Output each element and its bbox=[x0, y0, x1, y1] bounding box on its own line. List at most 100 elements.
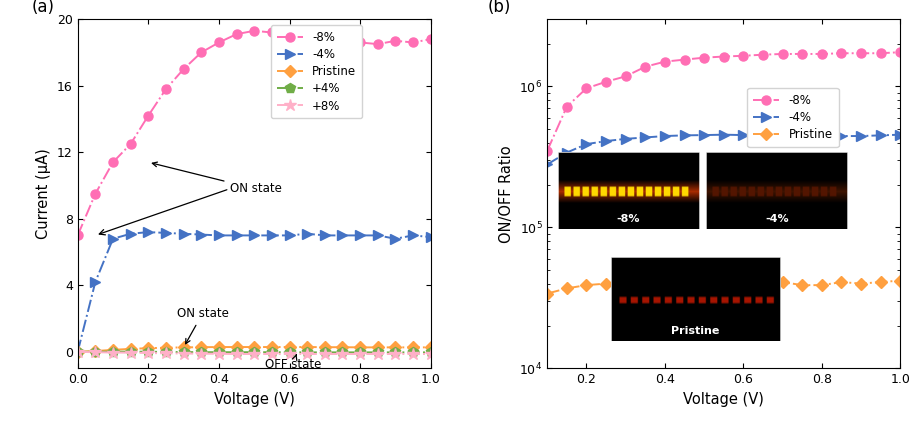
Pristine bbox=[196, 345, 207, 350]
Line: Pristine: Pristine bbox=[543, 276, 905, 298]
Pristine bbox=[249, 345, 260, 350]
+8% bbox=[214, 351, 225, 357]
Pristine bbox=[284, 345, 295, 350]
-8% bbox=[621, 74, 632, 79]
Pristine bbox=[372, 345, 383, 350]
-4% bbox=[659, 133, 670, 138]
Pristine bbox=[895, 278, 906, 283]
-4% bbox=[621, 136, 632, 141]
+4% bbox=[125, 349, 136, 354]
-8% bbox=[319, 37, 330, 42]
Pristine bbox=[355, 345, 366, 350]
Pristine bbox=[390, 345, 401, 350]
Pristine bbox=[108, 347, 119, 352]
+8% bbox=[231, 351, 242, 357]
-8% bbox=[600, 79, 611, 84]
Pristine bbox=[266, 345, 277, 350]
+8% bbox=[72, 349, 83, 354]
Pristine bbox=[178, 345, 189, 350]
-8% bbox=[178, 66, 189, 72]
Pristine bbox=[718, 279, 729, 285]
Pristine bbox=[640, 282, 651, 288]
-8% bbox=[659, 59, 670, 64]
-8% bbox=[266, 30, 277, 35]
-4% bbox=[125, 231, 136, 236]
Line: -4%: -4% bbox=[543, 130, 905, 169]
+8% bbox=[319, 351, 330, 357]
Legend: -8%, -4%, Pristine, +4%, +8%: -8%, -4%, Pristine, +4%, +8% bbox=[271, 25, 362, 118]
+4% bbox=[372, 350, 383, 355]
+4% bbox=[108, 349, 119, 354]
-4% bbox=[249, 233, 260, 238]
-8% bbox=[302, 35, 313, 40]
-4% bbox=[355, 233, 366, 238]
+8% bbox=[249, 351, 260, 357]
Pristine bbox=[143, 345, 154, 351]
+8% bbox=[90, 350, 101, 355]
X-axis label: Voltage (V): Voltage (V) bbox=[214, 392, 294, 407]
+8% bbox=[143, 351, 154, 356]
+4% bbox=[390, 350, 401, 355]
-4% bbox=[758, 132, 769, 138]
Pristine bbox=[679, 281, 690, 286]
Pristine bbox=[797, 282, 808, 288]
Line: +4%: +4% bbox=[73, 347, 436, 357]
Pristine bbox=[561, 286, 572, 291]
Pristine bbox=[758, 281, 769, 286]
-8% bbox=[161, 86, 172, 92]
-8% bbox=[876, 51, 887, 56]
+8% bbox=[390, 351, 401, 357]
-4% bbox=[895, 132, 906, 137]
+4% bbox=[214, 350, 225, 355]
Y-axis label: Current (μA): Current (μA) bbox=[37, 148, 51, 239]
-4% bbox=[266, 233, 277, 238]
+8% bbox=[337, 351, 348, 357]
Pristine bbox=[836, 279, 847, 285]
+8% bbox=[125, 350, 136, 355]
-8% bbox=[777, 52, 788, 57]
+4% bbox=[319, 350, 330, 355]
-4% bbox=[561, 150, 572, 155]
-8% bbox=[125, 141, 136, 147]
-8% bbox=[895, 49, 906, 55]
Text: ON state: ON state bbox=[153, 162, 282, 196]
+4% bbox=[284, 350, 295, 355]
Pristine bbox=[425, 345, 436, 350]
Pristine bbox=[738, 281, 749, 286]
-8% bbox=[408, 40, 419, 45]
-8% bbox=[836, 51, 847, 56]
Pristine bbox=[408, 345, 419, 350]
Legend: -8%, -4%, Pristine: -8%, -4%, Pristine bbox=[748, 88, 839, 147]
-8% bbox=[231, 32, 242, 37]
+8% bbox=[161, 351, 172, 356]
Pristine bbox=[125, 346, 136, 351]
-4% bbox=[425, 235, 436, 240]
-4% bbox=[600, 138, 611, 144]
+4% bbox=[408, 350, 419, 355]
-4% bbox=[797, 134, 808, 139]
Line: +8%: +8% bbox=[71, 345, 437, 360]
-4% bbox=[581, 141, 592, 147]
Text: OFF state: OFF state bbox=[265, 355, 321, 371]
+4% bbox=[72, 349, 83, 354]
-4% bbox=[698, 132, 709, 138]
-4% bbox=[856, 133, 866, 138]
+4% bbox=[337, 350, 348, 355]
+4% bbox=[161, 349, 172, 354]
Pristine bbox=[542, 291, 553, 296]
Line: -8%: -8% bbox=[73, 26, 435, 240]
-4% bbox=[72, 349, 83, 354]
-4% bbox=[372, 233, 383, 238]
-8% bbox=[72, 233, 83, 238]
Pristine bbox=[777, 279, 788, 285]
+8% bbox=[372, 351, 383, 357]
-8% bbox=[143, 113, 154, 118]
-4% bbox=[679, 133, 690, 138]
-4% bbox=[738, 132, 749, 138]
-4% bbox=[876, 133, 887, 138]
-8% bbox=[108, 160, 119, 165]
-8% bbox=[196, 50, 207, 55]
-4% bbox=[196, 232, 207, 237]
+8% bbox=[284, 351, 295, 357]
-4% bbox=[390, 236, 401, 241]
